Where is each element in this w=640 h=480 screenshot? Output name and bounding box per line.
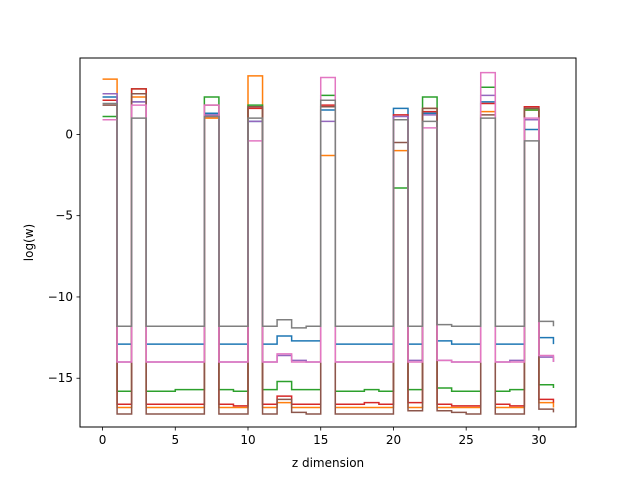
x-axis: 0 5 10 15 20 25 30: [99, 427, 547, 447]
y-tick-label: −5: [55, 209, 73, 223]
series-line-2: [102, 75, 555, 409]
x-tick-label: 5: [171, 433, 179, 447]
y-tick-label: −15: [48, 371, 73, 385]
plot-frame: [79, 57, 577, 428]
y-axis: −15 −10 −5 0: [48, 127, 80, 385]
x-tick-label: 0: [99, 433, 107, 447]
y-axis-label: log(w): [22, 224, 36, 261]
x-tick-label: 20: [386, 433, 401, 447]
x-tick-label: 10: [240, 433, 255, 447]
x-axis-label: z dimension: [292, 456, 364, 470]
x-tick-label: 25: [459, 433, 474, 447]
series-line-7: [102, 71, 555, 363]
x-tick-label: 30: [531, 433, 546, 447]
series-layer: [102, 71, 555, 415]
y-tick-label: −10: [48, 290, 73, 304]
series-line-8: [102, 99, 555, 329]
y-tick-label: 0: [65, 127, 73, 141]
x-tick-label: 15: [313, 433, 328, 447]
